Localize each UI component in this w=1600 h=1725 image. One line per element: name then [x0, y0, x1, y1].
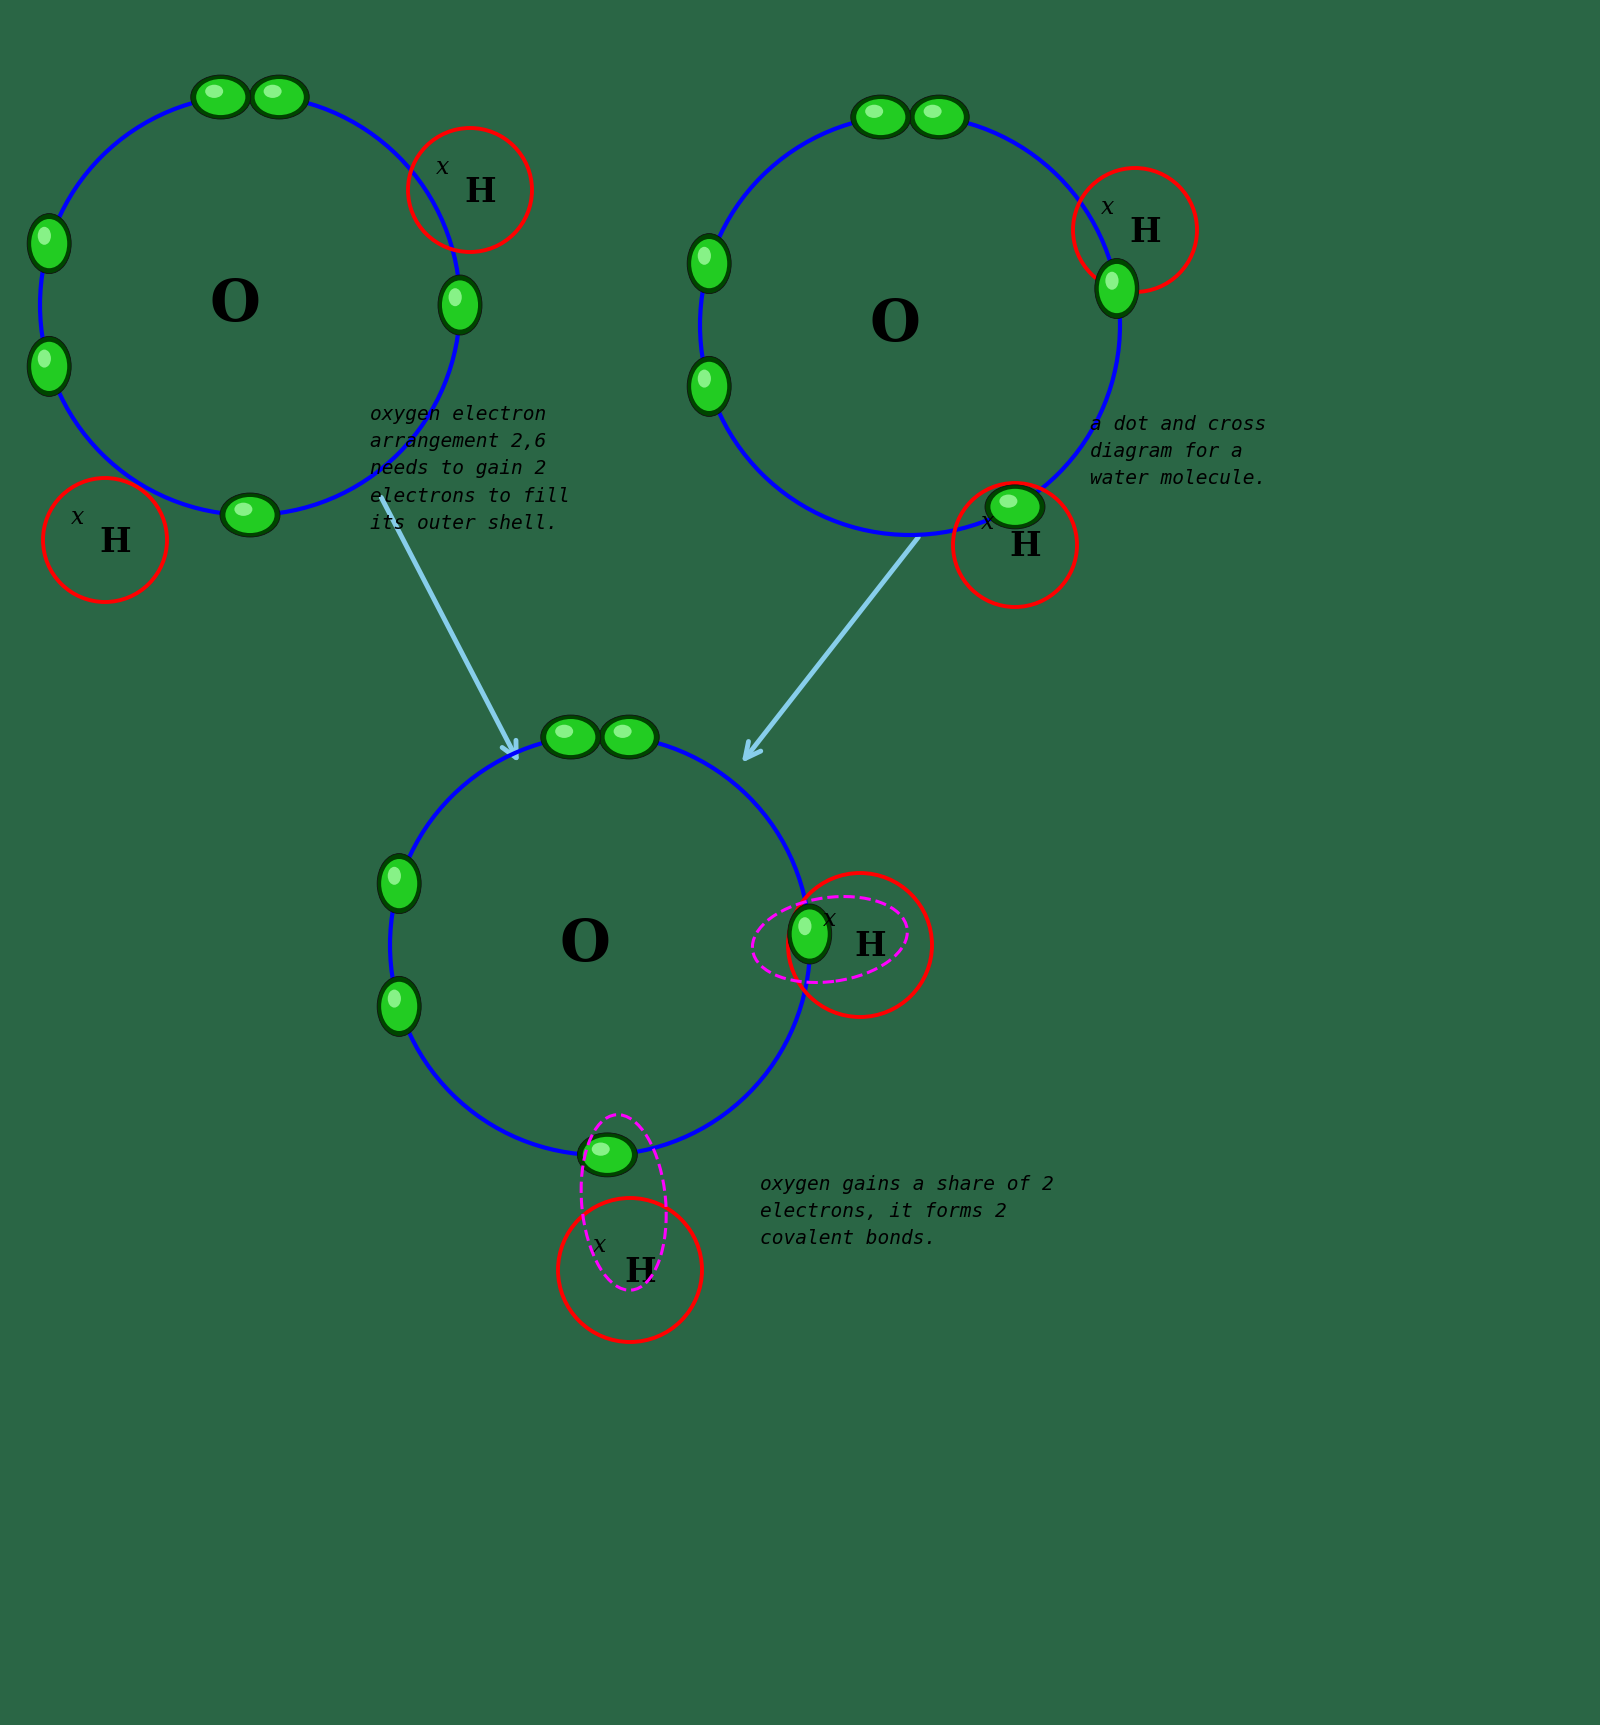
Ellipse shape — [578, 1133, 637, 1176]
Ellipse shape — [1099, 264, 1134, 314]
Text: x: x — [437, 157, 450, 179]
Ellipse shape — [787, 904, 832, 964]
Ellipse shape — [387, 866, 402, 885]
Ellipse shape — [387, 990, 402, 1007]
Ellipse shape — [438, 274, 482, 335]
Ellipse shape — [915, 98, 963, 135]
Text: oxygen gains a share of 2
electrons, it forms 2
covalent bonds.: oxygen gains a share of 2 electrons, it … — [760, 1175, 1054, 1249]
Ellipse shape — [798, 918, 811, 935]
Ellipse shape — [605, 719, 654, 756]
Ellipse shape — [541, 716, 600, 759]
Text: x: x — [981, 512, 995, 535]
Ellipse shape — [923, 105, 942, 117]
Ellipse shape — [190, 76, 251, 119]
Ellipse shape — [909, 95, 970, 140]
Text: O: O — [560, 918, 611, 973]
Ellipse shape — [614, 724, 632, 738]
Ellipse shape — [546, 719, 595, 756]
Ellipse shape — [986, 485, 1045, 530]
Text: x: x — [824, 909, 837, 932]
Ellipse shape — [600, 716, 659, 759]
Ellipse shape — [381, 982, 418, 1032]
Ellipse shape — [448, 288, 462, 307]
Text: a dot and cross
diagram for a
water molecule.: a dot and cross diagram for a water mole… — [1090, 416, 1266, 488]
Text: H: H — [1010, 531, 1042, 564]
Ellipse shape — [38, 350, 51, 367]
Ellipse shape — [1094, 259, 1139, 319]
Ellipse shape — [197, 79, 245, 116]
Ellipse shape — [686, 233, 731, 293]
Ellipse shape — [378, 976, 421, 1037]
Text: O: O — [869, 297, 920, 354]
Ellipse shape — [555, 724, 573, 738]
Ellipse shape — [1000, 495, 1018, 507]
Ellipse shape — [792, 909, 827, 959]
Ellipse shape — [264, 85, 282, 98]
Text: H: H — [624, 1256, 656, 1289]
Ellipse shape — [990, 488, 1040, 524]
Ellipse shape — [250, 76, 309, 119]
Ellipse shape — [698, 369, 710, 388]
Ellipse shape — [381, 859, 418, 907]
Ellipse shape — [851, 95, 910, 140]
Ellipse shape — [378, 854, 421, 914]
Ellipse shape — [205, 85, 222, 98]
Ellipse shape — [866, 105, 883, 117]
Ellipse shape — [691, 240, 728, 288]
Ellipse shape — [691, 362, 728, 411]
Ellipse shape — [582, 1137, 632, 1173]
Ellipse shape — [30, 342, 67, 392]
Text: H: H — [1130, 216, 1162, 248]
Text: H: H — [464, 176, 496, 209]
Ellipse shape — [226, 497, 275, 533]
Ellipse shape — [254, 79, 304, 116]
Text: oxygen electron
arrangement 2,6
needs to gain 2
electrons to fill
its outer shel: oxygen electron arrangement 2,6 needs to… — [370, 405, 570, 533]
Ellipse shape — [219, 493, 280, 536]
Ellipse shape — [592, 1142, 610, 1156]
Ellipse shape — [27, 214, 70, 274]
Ellipse shape — [1106, 273, 1118, 290]
Text: O: O — [210, 278, 261, 333]
Text: H: H — [854, 930, 886, 964]
Text: H: H — [99, 526, 131, 559]
Ellipse shape — [30, 219, 67, 267]
Ellipse shape — [698, 247, 710, 266]
Text: x: x — [1101, 197, 1115, 219]
Ellipse shape — [442, 281, 478, 329]
Ellipse shape — [234, 502, 253, 516]
Ellipse shape — [38, 226, 51, 245]
Ellipse shape — [27, 336, 70, 397]
Text: x: x — [594, 1233, 606, 1256]
Ellipse shape — [856, 98, 906, 135]
Text: x: x — [72, 507, 85, 530]
Ellipse shape — [686, 357, 731, 416]
